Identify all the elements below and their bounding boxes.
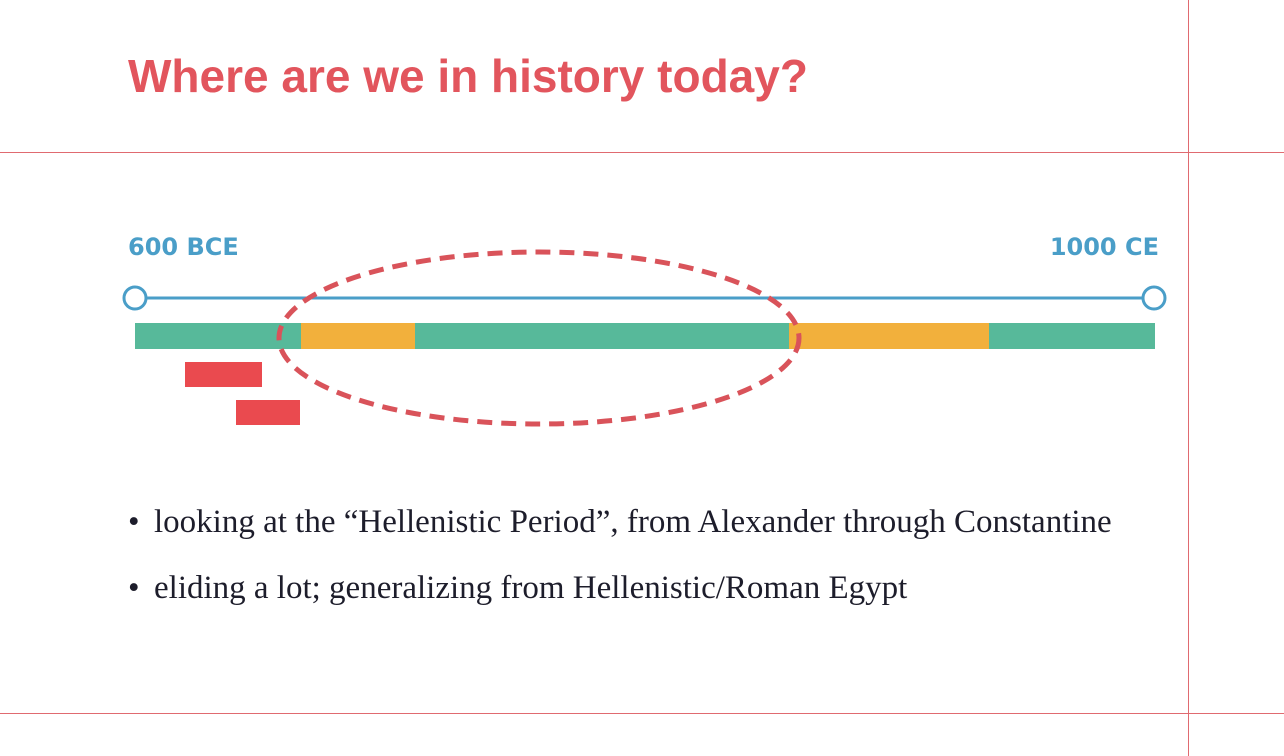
period-bar-red-2 — [236, 400, 300, 425]
slide-title: Where are we in history today? — [128, 50, 808, 102]
timeline-end-label: 1000 CE — [1050, 233, 1159, 261]
period-bar-orange-2 — [789, 323, 989, 349]
period-bar-green-2 — [415, 323, 789, 349]
bullet-item: • looking at the “Hellenistic Period”, f… — [128, 496, 1178, 548]
period-bar-green-3 — [989, 323, 1155, 349]
bullet-marker: • — [128, 570, 140, 606]
bullet-text: looking at the “Hellenistic Period”, fro… — [154, 504, 1112, 540]
bullet-marker: • — [128, 504, 140, 540]
right-margin-rule — [1188, 0, 1189, 756]
timeline-start-label: 600 BCE — [128, 233, 239, 261]
timeline-start-marker-icon — [122, 285, 148, 311]
footer-divider — [0, 713, 1284, 714]
hellenistic-highlight-ellipse — [276, 249, 802, 427]
bullet-list: • looking at the “Hellenistic Period”, f… — [128, 496, 1178, 628]
period-bar-red-1 — [185, 362, 262, 387]
bullet-text: eliding a lot; generalizing from Helleni… — [154, 570, 908, 606]
period-bar-orange-1 — [301, 323, 415, 349]
period-bar-green-1 — [135, 323, 301, 349]
header-divider — [0, 152, 1284, 153]
timeline-end-marker-icon — [1141, 285, 1167, 311]
bullet-item: • eliding a lot; generalizing from Helle… — [128, 562, 1178, 614]
